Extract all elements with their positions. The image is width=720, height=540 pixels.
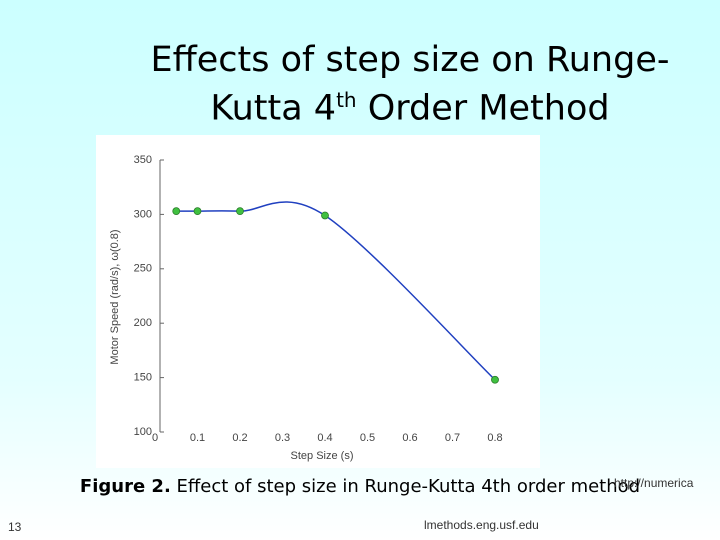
- x-tick-label: 0.2: [232, 432, 247, 444]
- title-line: Effects of step size on Runge-: [150, 40, 670, 80]
- x-tick-label: 0.6: [402, 432, 417, 444]
- footer-url: http://numerica: [614, 476, 694, 490]
- x-tick-label: 0: [152, 432, 158, 444]
- data-point: [321, 211, 329, 220]
- title-line: Kutta 4th Order Method: [100, 88, 720, 129]
- data-point: [193, 207, 202, 216]
- x-axis-label: Step Size (s): [291, 450, 354, 462]
- data-point: [491, 375, 499, 384]
- y-tick-label: 300: [134, 208, 152, 220]
- data-point: [236, 207, 244, 216]
- page-number: 13: [8, 520, 22, 534]
- x-tick-label: 0.5: [360, 432, 375, 444]
- chart: Step Size (s) Motor Speed (rad/s), ω(0.8…: [96, 135, 540, 468]
- y-tick-label: 250: [134, 263, 152, 275]
- y-axis-label: Motor Speed (rad/s), ω(0.8): [109, 229, 121, 364]
- title-superscript: th: [336, 88, 357, 112]
- title-text: Kutta 4: [210, 88, 337, 129]
- y-tick-label: 150: [134, 372, 152, 384]
- y-tick-label: 100: [134, 426, 152, 438]
- x-tick-label: 0.7: [445, 432, 460, 444]
- x-tick-label: 0.1: [190, 432, 205, 444]
- caption-text: Effect of step size in Runge-Kutta 4th o…: [170, 476, 641, 497]
- x-tick-label: 0.8: [487, 432, 502, 444]
- caption: Figure 2. Effect of step size in Runge-K…: [0, 476, 720, 497]
- title-text: Order Method: [356, 88, 610, 129]
- chart-background: [96, 135, 540, 468]
- caption-label: Figure 2.: [79, 476, 171, 497]
- y-tick-label: 350: [134, 154, 152, 166]
- x-tick-label: 0.3: [275, 432, 290, 444]
- y-tick-label: 200: [134, 317, 152, 329]
- footer-url: lmethods.eng.usf.edu: [424, 518, 539, 532]
- data-point: [172, 207, 181, 216]
- x-tick-label: 0.4: [317, 432, 332, 444]
